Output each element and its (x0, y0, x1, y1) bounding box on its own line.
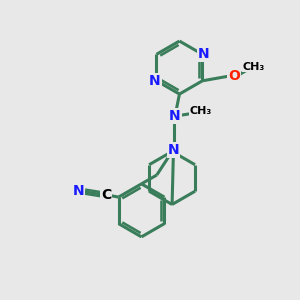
Text: N: N (168, 143, 179, 157)
Text: CH₃: CH₃ (243, 62, 265, 72)
Text: CH₃: CH₃ (190, 106, 212, 116)
Text: N: N (169, 109, 181, 123)
Text: O: O (228, 68, 240, 83)
Text: N: N (149, 74, 161, 88)
Text: N: N (73, 184, 84, 198)
Text: C: C (101, 188, 111, 202)
Text: N: N (198, 47, 210, 61)
